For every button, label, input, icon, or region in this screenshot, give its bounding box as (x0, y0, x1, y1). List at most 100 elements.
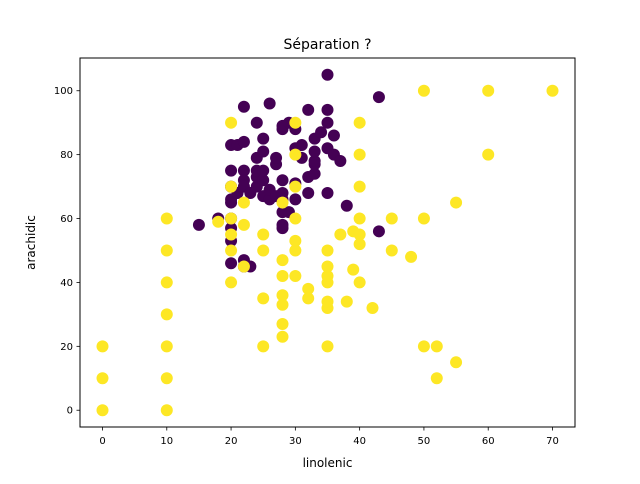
x-tick-label: 20 (225, 436, 238, 447)
data-point (237, 196, 250, 209)
data-point (308, 155, 321, 168)
data-point (225, 164, 238, 177)
data-point (96, 404, 109, 417)
data-point (289, 193, 302, 206)
data-point (276, 196, 289, 209)
data-point (257, 145, 270, 158)
data-point (225, 228, 238, 241)
x-tick-label: 70 (546, 436, 559, 447)
data-point (417, 84, 430, 97)
y-tick-label: 20 (60, 342, 73, 353)
data-point (340, 199, 353, 212)
data-point (353, 276, 366, 289)
data-point (372, 225, 385, 238)
data-point (482, 148, 495, 161)
data-point (257, 244, 270, 257)
data-point (257, 340, 270, 353)
data-point (289, 148, 302, 161)
data-point (417, 340, 430, 353)
axes-frame (79, 57, 576, 428)
data-point (289, 234, 302, 247)
data-point (237, 260, 250, 273)
data-point (321, 295, 334, 308)
data-point (276, 289, 289, 302)
data-point (289, 180, 302, 193)
data-point (321, 270, 334, 283)
data-point (250, 116, 263, 129)
data-point (160, 276, 173, 289)
data-point (295, 139, 308, 152)
y-axis: 0 20 40 60 80 100 (54, 86, 80, 417)
data-point (321, 186, 334, 199)
data-point (225, 276, 238, 289)
data-point (160, 340, 173, 353)
data-point (546, 84, 559, 97)
x-tick-label: 60 (482, 436, 495, 447)
y-tick-label: 60 (60, 214, 73, 225)
data-point (372, 91, 385, 104)
data-points (96, 68, 559, 417)
y-tick-label: 80 (60, 150, 73, 161)
data-point (321, 68, 334, 81)
data-point (321, 340, 334, 353)
data-point (257, 292, 270, 305)
data-point (430, 372, 443, 385)
x-axis-label: linolenic (303, 456, 353, 470)
data-point (334, 228, 347, 241)
data-point (237, 164, 250, 177)
chart-title: Séparation ? (284, 37, 372, 53)
data-point (385, 244, 398, 257)
data-point (321, 244, 334, 257)
data-point (276, 218, 289, 231)
data-point (405, 250, 418, 263)
data-point (308, 167, 321, 180)
data-point (417, 212, 430, 225)
y-tick-label: 40 (60, 278, 73, 289)
data-point (276, 270, 289, 283)
data-point (289, 244, 302, 257)
y-tick-label: 0 (67, 406, 73, 417)
data-point (225, 116, 238, 129)
data-point (353, 180, 366, 193)
data-point (353, 148, 366, 161)
data-point (385, 212, 398, 225)
data-point (289, 270, 302, 283)
data-point (237, 218, 250, 231)
data-point (430, 340, 443, 353)
data-point (160, 404, 173, 417)
data-point (257, 174, 270, 187)
data-point (450, 196, 463, 209)
data-point (212, 215, 225, 228)
data-point (450, 356, 463, 369)
data-point (237, 135, 250, 148)
data-point (321, 260, 334, 273)
data-point (353, 212, 366, 225)
x-tick-label: 40 (353, 436, 366, 447)
data-point (225, 212, 238, 225)
data-point (160, 372, 173, 385)
data-point (308, 145, 321, 158)
data-point (263, 97, 276, 110)
x-tick-label: 30 (289, 436, 302, 447)
data-point (96, 372, 109, 385)
data-point (160, 244, 173, 257)
data-point (276, 330, 289, 343)
data-point (289, 116, 302, 129)
data-point (276, 186, 289, 199)
data-point (327, 129, 340, 142)
data-point (302, 282, 315, 295)
data-point (289, 212, 302, 225)
data-point (276, 298, 289, 311)
data-point (366, 301, 379, 314)
data-point (347, 263, 360, 276)
data-point (353, 238, 366, 251)
data-point (482, 84, 495, 97)
data-point (276, 174, 289, 187)
data-point (257, 228, 270, 241)
data-point (302, 103, 315, 116)
data-point (257, 132, 270, 145)
data-point (302, 186, 315, 199)
data-point (160, 212, 173, 225)
